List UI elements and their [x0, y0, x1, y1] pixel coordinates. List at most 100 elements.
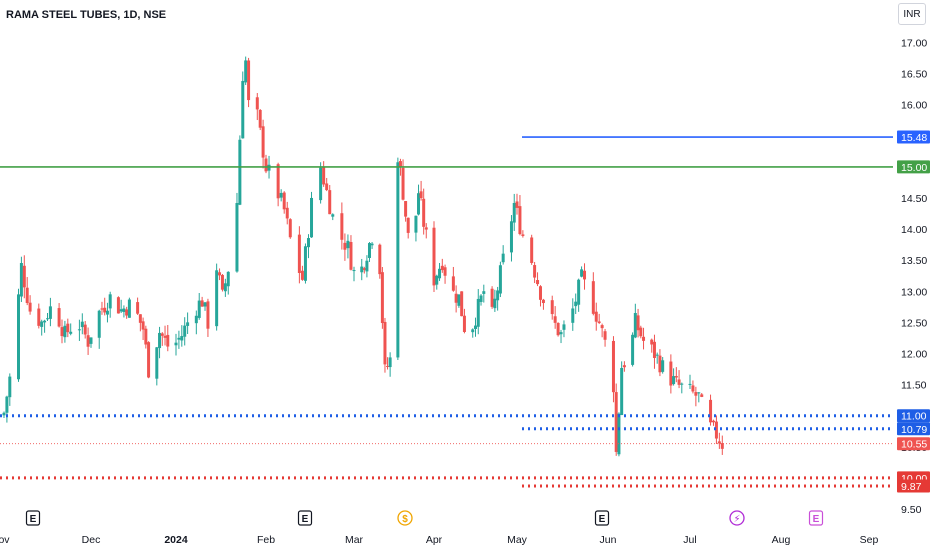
candle: [460, 291, 464, 317]
horizontal-levels[interactable]: [0, 136, 893, 488]
candle: [476, 289, 480, 335]
candle: [401, 159, 405, 201]
price-level-badge[interactable]: 10.55: [897, 437, 930, 451]
candle: [443, 264, 447, 284]
candle: [493, 289, 497, 312]
candle: [435, 274, 439, 290]
candle: [580, 266, 584, 278]
candle: [577, 278, 581, 312]
x-tick-label: ov: [0, 534, 10, 546]
candle: [518, 195, 522, 236]
candle: [559, 329, 563, 344]
candle: [562, 320, 566, 338]
candle: [521, 230, 525, 238]
svg-text:11.00: 11.00: [901, 411, 927, 423]
price-level-badge[interactable]: 15.48: [897, 130, 930, 145]
candle: [2, 411, 6, 419]
currency-button[interactable]: INR: [898, 3, 926, 25]
event-markers[interactable]: E E $ E ⚡ E: [25, 510, 824, 526]
svg-text:E: E: [599, 514, 606, 525]
candle: [642, 327, 646, 350]
candle: [331, 213, 335, 221]
event-marker-earnings-upcoming[interactable]: E: [808, 510, 824, 526]
candle: [661, 357, 665, 374]
event-marker-earnings[interactable]: E: [25, 510, 41, 526]
candle: [711, 419, 715, 426]
candle: [370, 241, 374, 249]
candle: [454, 285, 458, 313]
candle: [160, 332, 164, 346]
candle: [414, 215, 418, 242]
y-tick-label: 12.50: [901, 317, 927, 329]
candle: [279, 189, 283, 202]
candle: [424, 223, 428, 239]
event-marker-split[interactable]: ⚡: [729, 510, 745, 526]
candle: [515, 193, 519, 215]
svg-text:⚡: ⚡: [733, 514, 740, 525]
candle: [349, 235, 353, 271]
candle: [80, 313, 84, 335]
svg-text:10.55: 10.55: [901, 439, 927, 451]
candle: [591, 272, 595, 316]
candle: [440, 258, 444, 273]
candle: [40, 319, 44, 336]
candle: [25, 277, 29, 306]
event-marker-dividend[interactable]: $: [397, 510, 413, 526]
candle: [127, 297, 131, 318]
price-level-badge[interactable]: 15.00: [897, 160, 930, 174]
candle: [451, 266, 455, 292]
candle: [83, 321, 87, 339]
candle: [48, 297, 52, 327]
candle: [622, 361, 626, 372]
candle: [226, 271, 230, 295]
candle: [457, 294, 461, 308]
candle: [282, 191, 286, 214]
candle: [264, 154, 268, 174]
event-marker-earnings[interactable]: E: [297, 510, 313, 526]
candle: [136, 297, 140, 315]
candle: [241, 71, 245, 139]
candle: [360, 258, 364, 281]
candle: [325, 177, 329, 192]
price-axis[interactable]: 17.0016.5016.0015.5015.0014.5014.0013.50…: [897, 38, 930, 517]
y-tick-label: 11.50: [901, 380, 927, 392]
candle: [530, 234, 534, 265]
candle: [328, 185, 332, 215]
candle: [319, 162, 323, 204]
candle: [571, 298, 575, 331]
candle: [197, 292, 201, 320]
x-tick-label: Dec: [82, 534, 101, 546]
candle: [8, 373, 12, 406]
candle: [163, 325, 167, 346]
event-marker-earnings[interactable]: E: [594, 510, 610, 526]
candle: [680, 382, 684, 394]
price-level-badge[interactable]: 10.79: [897, 422, 930, 436]
candle: [63, 320, 67, 343]
time-axis[interactable]: ov Dec 2024 Feb Mar Apr May Jun Jul Aug Sep: [0, 534, 878, 546]
svg-text:15.00: 15.00: [901, 162, 927, 174]
y-tick-label: 13.50: [901, 255, 927, 267]
candle: [697, 392, 701, 403]
candle: [365, 255, 369, 278]
candle: [655, 352, 659, 364]
price-level-badge[interactable]: 9.87: [897, 479, 930, 493]
candle: [37, 303, 41, 329]
candle: [69, 323, 73, 336]
candle: [340, 202, 344, 250]
svg-text:$: $: [402, 514, 408, 525]
candle: [203, 301, 207, 311]
candle: [206, 298, 210, 337]
x-tick-label: Aug: [772, 534, 791, 546]
candle: [244, 56, 248, 85]
candle: [669, 354, 673, 394]
candle: [383, 317, 387, 373]
candle: [639, 325, 643, 339]
candle: [694, 386, 698, 407]
candle: [218, 268, 222, 281]
candle: [258, 109, 262, 131]
candle: [556, 322, 560, 337]
candle: [419, 180, 423, 201]
candle: [125, 306, 129, 319]
price-level-badge[interactable]: 11.00: [897, 409, 930, 423]
